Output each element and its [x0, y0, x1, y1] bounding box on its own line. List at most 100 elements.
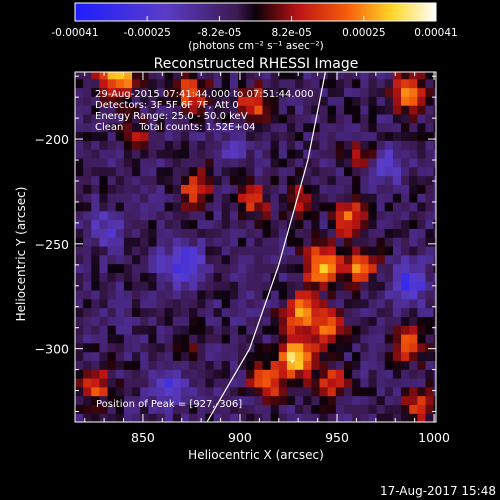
heatmap-cell	[189, 72, 198, 80]
heatmap-cell	[254, 237, 264, 247]
heatmap-cell	[221, 210, 231, 221]
heatmap-cell	[156, 72, 166, 80]
heatmap-cell	[180, 342, 190, 353]
heatmap-cell	[91, 105, 101, 115]
heatmap-cell	[360, 122, 370, 133]
heatmap-cell	[360, 157, 370, 168]
heatmap-cell	[433, 404, 436, 414]
heatmap-cell	[262, 201, 272, 212]
heatmap-cell	[132, 325, 141, 335]
heatmap-cell	[352, 175, 361, 185]
heatmap-cell	[327, 113, 337, 124]
heatmap-cell	[270, 122, 280, 133]
heatmap-cell	[270, 377, 280, 388]
heatmap-cell	[327, 72, 337, 80]
peak-position-label: Position of Peak = [927,-306]	[96, 399, 242, 410]
heatmap-cell	[278, 96, 288, 106]
heatmap-cell	[352, 307, 361, 317]
heatmap-cell	[409, 386, 418, 397]
heatmap-cell	[91, 113, 101, 124]
heatmap-cell	[270, 96, 280, 106]
heatmap-cell	[295, 298, 304, 309]
heatmap-cell	[417, 254, 427, 265]
heatmap-cell	[164, 404, 174, 414]
heatmap-cell	[148, 78, 158, 89]
heatmap-cell	[311, 140, 321, 150]
heatmap-cell	[254, 96, 264, 106]
heatmap-cell	[319, 72, 329, 80]
heatmap-cell	[311, 201, 321, 212]
heatmap-cell	[238, 87, 247, 97]
heatmap-cell	[246, 360, 255, 370]
heatmap-cell	[115, 219, 125, 229]
annotation-counts: Clean Total counts: 1.52E+04	[95, 122, 255, 133]
heatmap-cell	[91, 351, 101, 361]
heatmap-cell	[433, 175, 436, 185]
heatmap-cell	[205, 386, 215, 397]
heatmap-cell	[229, 228, 239, 238]
heatmap-cell	[344, 122, 353, 133]
heatmap-cell	[83, 272, 92, 282]
heatmap-cell	[295, 96, 304, 106]
heatmap-cell	[286, 360, 296, 370]
heatmap-cell	[246, 307, 255, 317]
heatmap-cell	[156, 78, 166, 89]
heatmap-cell	[409, 237, 418, 247]
heatmap-cell	[254, 404, 264, 414]
heatmap-cell	[335, 87, 345, 97]
heatmap-cell	[115, 113, 125, 124]
heatmap-cell	[172, 210, 182, 221]
heatmap-cell	[91, 193, 101, 203]
heatmap-cell	[83, 87, 92, 97]
heatmap-cell	[376, 193, 386, 203]
heatmap-cell	[229, 263, 239, 273]
heatmap-cell	[229, 342, 239, 353]
heatmap-cell	[238, 307, 247, 317]
heatmap-cell	[75, 342, 84, 353]
heatmap-cell	[148, 87, 158, 97]
heatmap-cell	[401, 342, 410, 353]
heatmap-cell	[164, 193, 174, 203]
heatmap-cell	[99, 113, 109, 124]
x-tick-label: 850	[131, 430, 155, 445]
heatmap-cell	[213, 122, 223, 133]
heatmap-cell	[311, 263, 321, 273]
heatmap-cell	[83, 386, 92, 397]
heatmap-cell	[123, 289, 133, 300]
heatmap-cell	[433, 395, 436, 405]
heatmap-cell	[344, 342, 353, 353]
heatmap-cell	[286, 395, 296, 405]
heatmap-cell	[115, 201, 125, 212]
heatmap-cell	[376, 413, 386, 422]
heatmap-cell	[123, 245, 133, 256]
heatmap-cell	[335, 298, 345, 309]
heatmap-cell	[213, 140, 223, 150]
heatmap-cell	[262, 413, 272, 422]
heatmap-cell	[254, 298, 264, 309]
heatmap-cell	[319, 201, 329, 212]
heatmap-cell	[213, 289, 223, 300]
heatmap-cell	[401, 228, 410, 238]
heatmap-cell	[344, 87, 353, 97]
heatmap-cell	[376, 342, 386, 353]
heatmap-cell	[229, 87, 239, 97]
heatmap-cell	[205, 175, 215, 185]
heatmap-cell	[368, 360, 378, 370]
heatmap-cell	[123, 72, 133, 80]
heatmap-cell	[91, 316, 101, 326]
heatmap-cell	[311, 228, 321, 238]
heatmap-cell	[303, 72, 312, 80]
heatmap-cell	[392, 149, 402, 159]
heatmap-cell	[376, 210, 386, 221]
heatmap-cell	[189, 289, 198, 300]
heatmap-cell	[180, 369, 190, 379]
heatmap-cell	[254, 263, 264, 273]
heatmap-cell	[319, 87, 329, 97]
heatmap-cell	[262, 175, 272, 185]
heatmap-cell	[254, 351, 264, 361]
heatmap-cell	[278, 351, 288, 361]
heatmap-cell	[409, 413, 418, 422]
heatmap-cell	[311, 395, 321, 405]
heatmap-cell	[189, 105, 198, 115]
x-tick-label: 950	[325, 430, 349, 445]
